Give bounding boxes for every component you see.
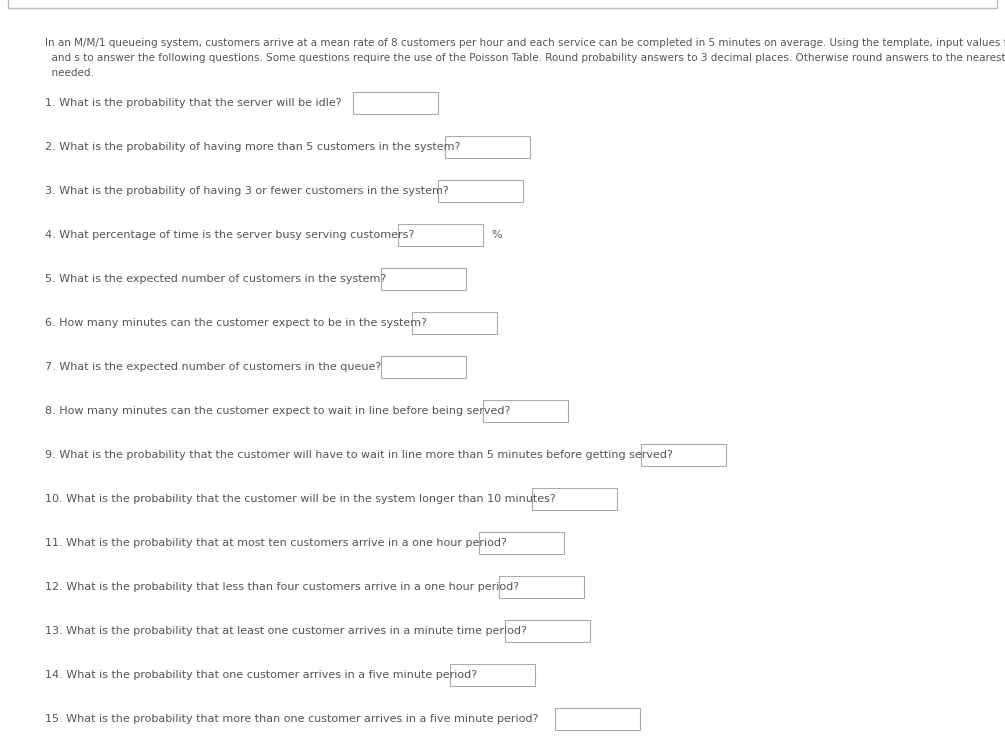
FancyBboxPatch shape [412,312,497,334]
Text: 11. What is the probability that at most ten customers arrive in a one hour peri: 11. What is the probability that at most… [45,538,507,548]
Text: 7. What is the expected number of customers in the queue?: 7. What is the expected number of custom… [45,362,381,372]
FancyBboxPatch shape [532,488,617,510]
Text: In an M/M/1 queueing system, customers arrive at a mean rate of 8 customers per : In an M/M/1 queueing system, customers a… [45,38,1005,48]
FancyBboxPatch shape [479,532,564,554]
FancyBboxPatch shape [641,444,726,466]
FancyBboxPatch shape [381,268,466,290]
Text: 10. What is the probability that the customer will be in the system longer than : 10. What is the probability that the cus… [45,494,556,504]
FancyBboxPatch shape [353,92,438,114]
Text: 12. What is the probability that less than four customers arrive in a one hour p: 12. What is the probability that less th… [45,582,520,592]
Text: and s to answer the following questions. Some questions require the use of the P: and s to answer the following questions.… [45,53,1005,63]
Text: 5. What is the expected number of customers in the system?: 5. What is the expected number of custom… [45,274,386,284]
FancyBboxPatch shape [381,356,466,378]
Text: 6. How many minutes can the customer expect to be in the system?: 6. How many minutes can the customer exp… [45,318,427,328]
FancyBboxPatch shape [398,224,483,246]
Text: 4. What percentage of time is the server busy serving customers?: 4. What percentage of time is the server… [45,230,414,240]
Text: 13. What is the probability that at least one customer arrives in a minute time : 13. What is the probability that at leas… [45,626,527,636]
Text: needed.: needed. [45,68,93,78]
FancyBboxPatch shape [505,620,590,642]
Text: 8. How many minutes can the customer expect to wait in line before being served?: 8. How many minutes can the customer exp… [45,406,511,416]
FancyBboxPatch shape [438,180,523,202]
Text: 15. What is the probability that more than one customer arrives in a five minute: 15. What is the probability that more th… [45,714,539,724]
Text: %: % [491,230,501,240]
FancyBboxPatch shape [450,664,535,686]
FancyBboxPatch shape [445,136,530,158]
Text: 1. What is the probability that the server will be idle?: 1. What is the probability that the serv… [45,98,342,108]
Text: 14. What is the probability that one customer arrives in a five minute period?: 14. What is the probability that one cus… [45,670,477,680]
Text: 3. What is the probability of having 3 or fewer customers in the system?: 3. What is the probability of having 3 o… [45,186,449,196]
FancyBboxPatch shape [555,708,640,730]
FancyBboxPatch shape [8,0,997,8]
Text: 9. What is the probability that the customer will have to wait in line more than: 9. What is the probability that the cust… [45,450,673,460]
FancyBboxPatch shape [483,400,568,422]
FancyBboxPatch shape [499,576,584,598]
Text: 2. What is the probability of having more than 5 customers in the system?: 2. What is the probability of having mor… [45,142,460,152]
